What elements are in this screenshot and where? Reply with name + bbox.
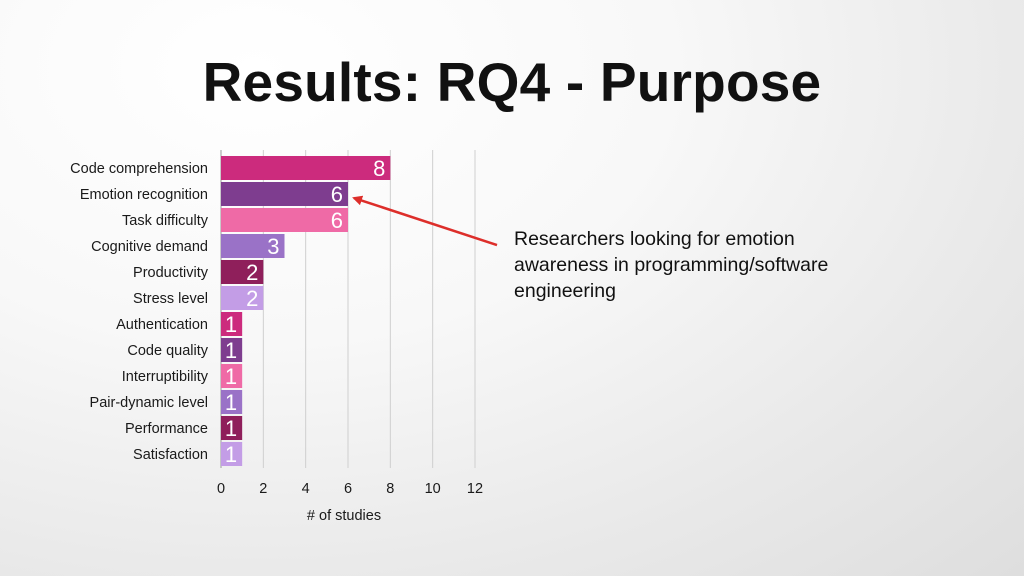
- category-label: Code quality: [127, 343, 208, 359]
- annotation-arrow: [352, 195, 498, 247]
- category-label: Task difficulty: [122, 213, 209, 229]
- data-label: 1: [225, 364, 237, 389]
- category-label: Satisfaction: [133, 447, 208, 463]
- data-label: 1: [225, 390, 237, 415]
- annotation-text: Researchers looking for emotion awarenes…: [514, 228, 829, 302]
- bar: [221, 338, 243, 362]
- data-label: 2: [246, 286, 258, 311]
- category-label: Emotion recognition: [80, 187, 208, 203]
- bar: [221, 390, 243, 414]
- bar: [221, 156, 391, 180]
- data-label: 1: [225, 338, 237, 363]
- category-label: Productivity: [133, 265, 209, 281]
- data-label: 8: [373, 156, 385, 181]
- category-label: Code comprehension: [70, 161, 208, 177]
- x-tick-label: 12: [467, 481, 483, 497]
- bar: [221, 442, 243, 466]
- bar: [221, 364, 243, 388]
- x-tick-label: 6: [344, 481, 352, 497]
- bars: [221, 156, 391, 466]
- data-label: 1: [225, 442, 237, 467]
- x-tick-label: 10: [425, 481, 441, 497]
- data-label: 3: [267, 234, 279, 259]
- bar: [221, 260, 264, 284]
- x-tick-label: 0: [217, 481, 225, 497]
- x-tick-label: 8: [386, 481, 394, 497]
- bar: [221, 208, 348, 232]
- category-label: Authentication: [116, 317, 208, 333]
- x-tick-label: 2: [259, 481, 267, 497]
- data-label: 6: [331, 208, 343, 233]
- bar: [221, 312, 243, 336]
- x-axis-label: # of studies: [307, 508, 381, 524]
- data-label: 6: [331, 182, 343, 207]
- data-label: 1: [225, 416, 237, 441]
- bar: [221, 234, 285, 258]
- data-label: 2: [246, 260, 258, 285]
- slide-title: Results: RQ4 - Purpose: [202, 51, 822, 113]
- category-label: Interruptibility: [122, 369, 209, 385]
- bar: [221, 416, 243, 440]
- bar: [221, 182, 348, 206]
- x-axis-ticks: 0 2 4 6 8 10 12: [217, 481, 483, 497]
- category-label: Pair-dynamic level: [90, 395, 208, 411]
- category-label: Stress level: [133, 291, 208, 307]
- data-label: 1: [225, 312, 237, 337]
- category-label: Performance: [125, 421, 208, 437]
- x-tick-label: 4: [302, 481, 310, 497]
- bar: [221, 286, 264, 310]
- category-labels: Code comprehension Emotion recognition Tas…: [70, 161, 209, 463]
- category-label: Cognitive demand: [91, 239, 208, 255]
